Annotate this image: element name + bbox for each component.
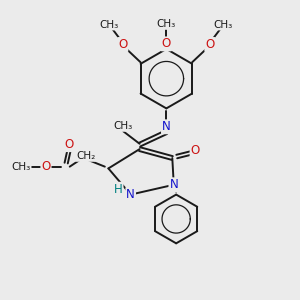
Text: O: O: [118, 38, 128, 51]
Text: O: O: [162, 38, 171, 50]
Text: N: N: [162, 120, 171, 133]
Text: O: O: [64, 138, 74, 151]
Text: CH₃: CH₃: [113, 121, 132, 131]
Text: O: O: [205, 38, 214, 51]
Text: N: N: [126, 188, 135, 201]
Text: CH₃: CH₃: [157, 19, 176, 29]
Text: CH₃: CH₃: [11, 162, 31, 172]
Text: N: N: [169, 178, 178, 191]
Text: CH₂: CH₂: [76, 151, 95, 161]
Text: H: H: [114, 183, 123, 196]
Text: CH₃: CH₃: [100, 20, 119, 30]
Text: CH₃: CH₃: [214, 20, 233, 30]
Text: O: O: [190, 144, 200, 157]
Text: O: O: [41, 160, 51, 173]
